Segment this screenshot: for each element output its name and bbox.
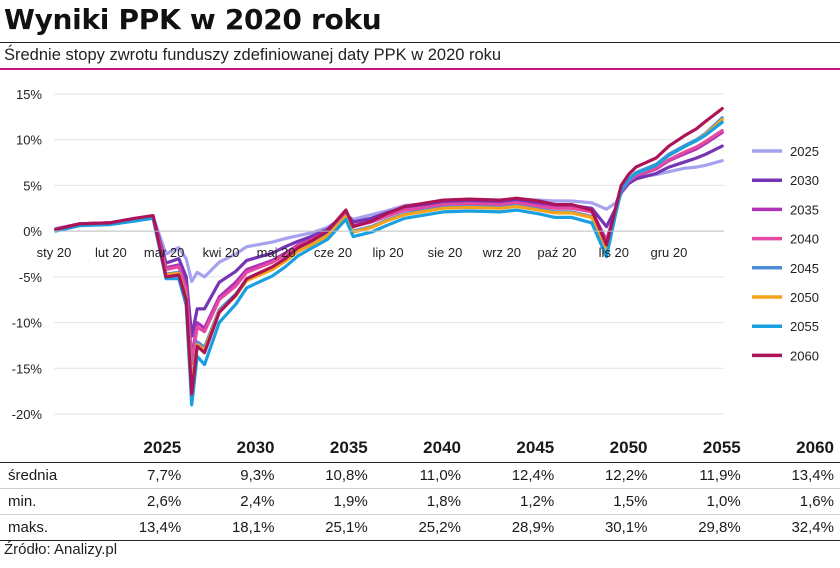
stats-header-cell	[0, 434, 94, 463]
table-cell: 13,4%	[791, 467, 834, 484]
x-tick-label: cze 20	[314, 245, 352, 260]
y-tick-label: 0%	[23, 224, 42, 239]
page-title: Wyniki PPK w 2020 roku	[4, 3, 382, 36]
x-tick-label: kwi 20	[203, 245, 240, 260]
stats-table: 2025 2030 2035 2040 2045 2050 2055 2060 …	[0, 434, 840, 541]
stats-header-cell: 2030	[187, 434, 281, 463]
table-cell: 7,7%	[147, 467, 182, 484]
stats-header-cell: 2035	[280, 434, 374, 463]
legend-label: 2035	[790, 202, 819, 217]
table-cell: 25,2%	[418, 519, 461, 536]
table-cell: 12,4%	[511, 467, 555, 484]
row-label: min.	[8, 493, 37, 510]
table-cell: 1,5%	[613, 493, 648, 510]
y-tick-label: 10%	[16, 133, 42, 148]
series-line-2055	[54, 120, 724, 407]
table-cell: 9,3%	[240, 467, 275, 484]
y-tick-label: -10%	[12, 316, 43, 331]
table-cell: 28,9%	[511, 519, 555, 536]
y-tick-label: 15%	[16, 87, 42, 102]
table-cell: 12,2%	[604, 467, 648, 484]
table-cell: 2,6%	[147, 493, 182, 510]
table-row: min. 2,6% 2,4% 1,9% 1,8% 1,2% 1,5% 1,0% …	[0, 489, 840, 515]
legend-label: 2045	[790, 261, 819, 276]
chart-series	[54, 106, 724, 407]
x-tick-label: paź 20	[537, 245, 576, 260]
table-row: średnia 7,7% 9,3% 10,8% 11,0% 12,4% 12,2…	[0, 463, 840, 489]
row-label: średnia	[8, 467, 58, 484]
stats-header-cell: 2055	[653, 434, 747, 463]
stats-header-cell: 2050	[560, 434, 654, 463]
table-cell: 32,4%	[791, 519, 834, 536]
table-cell: 13,4%	[138, 519, 182, 536]
table-cell: 2,4%	[240, 493, 275, 510]
x-axis-ticks: sty 20 lut 20 mar 20 kwi 20 maj 20 cze 20 lip …	[37, 245, 688, 260]
table-cell: 25,1%	[325, 519, 368, 536]
x-tick-label: lis 20	[599, 245, 629, 260]
stats-header-cell: 2045	[467, 434, 561, 463]
stats-header-cell: 2060	[746, 434, 840, 463]
x-tick-label: mar 20	[144, 245, 184, 260]
y-tick-label: -15%	[12, 361, 43, 376]
legend-label: 2055	[790, 319, 819, 334]
y-tick-label: -20%	[12, 407, 43, 422]
line-chart: 15% 10% 5% 0% -5% -10% -15% -20% sty 20 lut 20 ma…	[12, 87, 819, 422]
legend-label: 2050	[790, 290, 819, 305]
table-cell: 1,0%	[706, 493, 741, 510]
y-tick-label: -5%	[19, 270, 43, 285]
legend-label: 2040	[790, 232, 819, 247]
table-row: maks. 13,4% 18,1% 25,1% 25,2% 28,9% 30,1…	[0, 515, 840, 541]
y-tick-label: 5%	[23, 178, 42, 193]
x-tick-label: sty 20	[37, 245, 72, 260]
table-cell: 29,8%	[698, 519, 741, 536]
subtitle-divider	[0, 68, 840, 70]
stats-header-cell: 2025	[94, 434, 188, 463]
table-cell: 11,9%	[699, 467, 741, 484]
row-label: maks.	[8, 519, 49, 536]
table-cell: 1,9%	[333, 493, 368, 510]
title-divider	[0, 42, 840, 43]
stats-header-row: 2025 2030 2035 2040 2045 2050 2055 2060	[0, 434, 840, 463]
table-cell: 11,0%	[419, 467, 461, 484]
x-tick-label: wrz 20	[482, 245, 521, 260]
table-cell: 1,6%	[799, 493, 834, 510]
x-tick-label: lip 20	[373, 245, 404, 260]
source-note: Źródło: Analizy.pl	[4, 541, 118, 558]
stats-header-cell: 2040	[373, 434, 467, 463]
legend-label: 2060	[790, 348, 819, 363]
table-cell: 30,1%	[604, 519, 648, 536]
series-line-2060	[54, 106, 724, 396]
series-line-2030	[54, 144, 724, 338]
legend-label: 2025	[790, 144, 819, 159]
chart-legend: 2025 2030 2035 2040 2045 2050 2055 2060	[752, 144, 819, 363]
x-tick-label: gru 20	[650, 245, 687, 260]
legend-label: 2030	[790, 173, 819, 188]
table-cell: 18,1%	[231, 519, 275, 536]
y-axis-ticks: 15% 10% 5% 0% -5% -10% -15% -20%	[12, 87, 43, 422]
x-tick-label: sie 20	[428, 245, 463, 260]
chart-subtitle: Średnie stopy zwrotu funduszy zdefiniowa…	[4, 46, 502, 64]
x-tick-label: maj 20	[257, 245, 296, 260]
table-cell: 10,8%	[325, 467, 368, 484]
table-cell: 1,2%	[520, 493, 555, 510]
table-cell: 1,8%	[426, 493, 461, 510]
x-tick-label: lut 20	[95, 245, 127, 260]
